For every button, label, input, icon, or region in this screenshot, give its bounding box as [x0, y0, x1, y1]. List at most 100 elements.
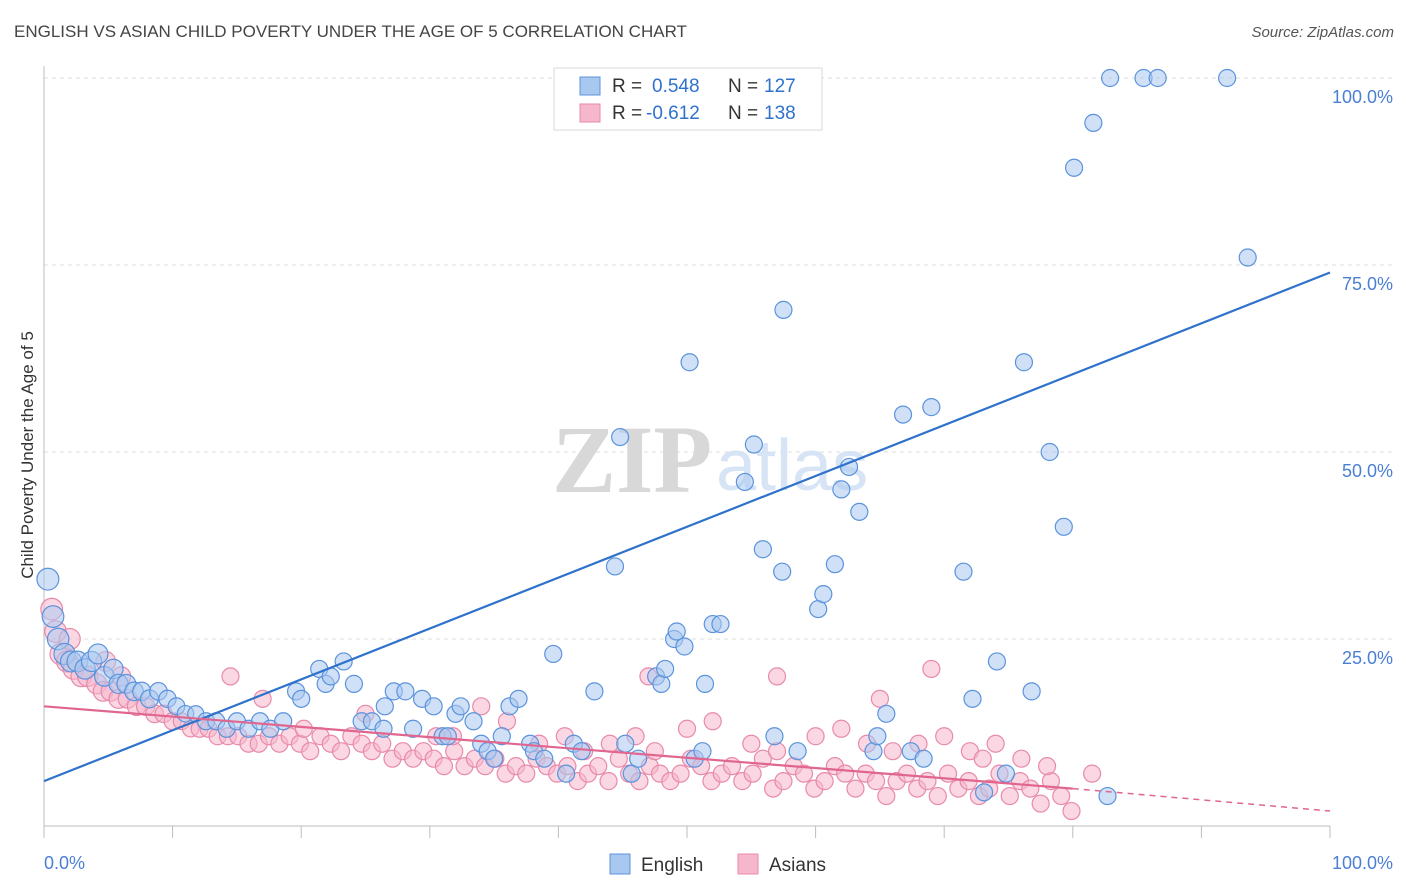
english-point	[954, 562, 973, 581]
legend-asians-swatch	[737, 853, 759, 875]
asians-point	[866, 772, 886, 791]
english-point	[1098, 786, 1117, 806]
english-point	[344, 674, 364, 693]
asians-point	[472, 697, 491, 716]
english-point	[1054, 517, 1073, 536]
asians-point	[815, 772, 834, 791]
asians-point	[609, 749, 628, 768]
asians-point	[986, 734, 1005, 753]
english-point	[735, 472, 754, 492]
english-point	[509, 689, 528, 708]
english-point	[868, 727, 887, 746]
english-r-value: 0.548	[652, 76, 700, 97]
watermark-zip: ZIP	[552, 406, 712, 513]
english-point	[744, 435, 763, 454]
english-point	[914, 749, 933, 768]
english-point	[711, 614, 730, 634]
english-point	[274, 712, 293, 731]
asians-point	[1021, 779, 1040, 798]
english-point	[605, 557, 625, 576]
asians-point	[928, 786, 947, 806]
asians-point	[517, 764, 536, 783]
english-point	[774, 300, 793, 319]
english-r-label: R =	[612, 76, 642, 97]
asians-point	[373, 734, 392, 753]
asians-point	[742, 734, 761, 753]
english-point	[832, 480, 851, 499]
tick-labels: 0.0% 100.0% 25.0% 50.0% 75.0% 100.0%	[44, 87, 1393, 873]
asians-point	[301, 742, 320, 761]
asians-point	[767, 742, 787, 761]
english-point	[396, 682, 415, 701]
english-point	[1084, 113, 1103, 132]
source-label: Source: ZipAtlas.com	[1251, 24, 1394, 41]
english-point	[864, 742, 883, 761]
asians-point	[1037, 757, 1057, 776]
english-point	[622, 764, 641, 783]
english-point	[616, 734, 635, 753]
english-point	[36, 567, 60, 591]
asians-point	[832, 719, 851, 738]
english-point	[611, 427, 630, 447]
english-point	[292, 689, 311, 708]
asians-point	[794, 764, 814, 783]
english-n-value: 127	[764, 76, 796, 97]
english-point	[850, 502, 869, 521]
asians-point	[1012, 749, 1031, 768]
english-trend-line	[43, 271, 1331, 783]
english-point	[877, 704, 896, 723]
english-point	[1238, 248, 1257, 267]
asians-n-value: 138	[764, 103, 796, 124]
y-tick-label: 100.0%	[1332, 87, 1393, 107]
asians-point	[877, 786, 896, 806]
asians-point	[645, 742, 664, 761]
asians-point	[767, 667, 787, 686]
asians-point	[1000, 786, 1019, 806]
english-point	[41, 605, 65, 628]
asians-point	[870, 689, 890, 708]
english-point	[765, 727, 784, 746]
english-point	[652, 674, 671, 693]
watermark: ZIP atlas	[552, 406, 868, 513]
asians-point	[703, 712, 722, 731]
english-point	[485, 749, 504, 768]
asians-point	[973, 749, 992, 768]
english-point	[572, 742, 591, 761]
asians-point	[806, 727, 825, 746]
english-point	[1040, 442, 1059, 462]
asians-point	[918, 772, 937, 791]
legend-english-swatch	[609, 853, 631, 875]
y-tick-label: 50.0%	[1342, 461, 1393, 481]
english-point	[1218, 68, 1237, 88]
english-point	[656, 659, 675, 679]
gridlines	[44, 77, 1395, 640]
english-point	[1014, 353, 1034, 372]
english-point	[922, 398, 941, 417]
english-point	[535, 749, 554, 768]
asians-point	[935, 727, 954, 746]
english-point	[773, 562, 792, 581]
x-tick-label: 0.0%	[44, 853, 85, 873]
chart-title: ENGLISH VS ASIAN CHILD POVERTY UNDER THE…	[14, 22, 687, 41]
english-point	[667, 622, 686, 641]
asians-point	[883, 742, 902, 761]
asians-point	[897, 764, 917, 783]
asians-point	[1062, 801, 1081, 821]
english-point	[403, 719, 423, 738]
english-point	[1100, 68, 1120, 88]
trend-lines	[43, 271, 1331, 812]
english-point	[451, 697, 470, 716]
english-point	[825, 555, 844, 574]
english-point	[996, 764, 1016, 783]
asians-point	[774, 772, 793, 791]
english-point	[1148, 68, 1167, 88]
asians-point	[743, 764, 762, 783]
asians-trend-line	[43, 705, 1073, 790]
english-point	[753, 540, 772, 559]
y-tick-label: 75.0%	[1342, 274, 1393, 294]
english-point	[1022, 682, 1041, 701]
english-point	[424, 697, 443, 716]
english-point	[814, 585, 833, 604]
english-n-label: N =	[728, 76, 758, 97]
